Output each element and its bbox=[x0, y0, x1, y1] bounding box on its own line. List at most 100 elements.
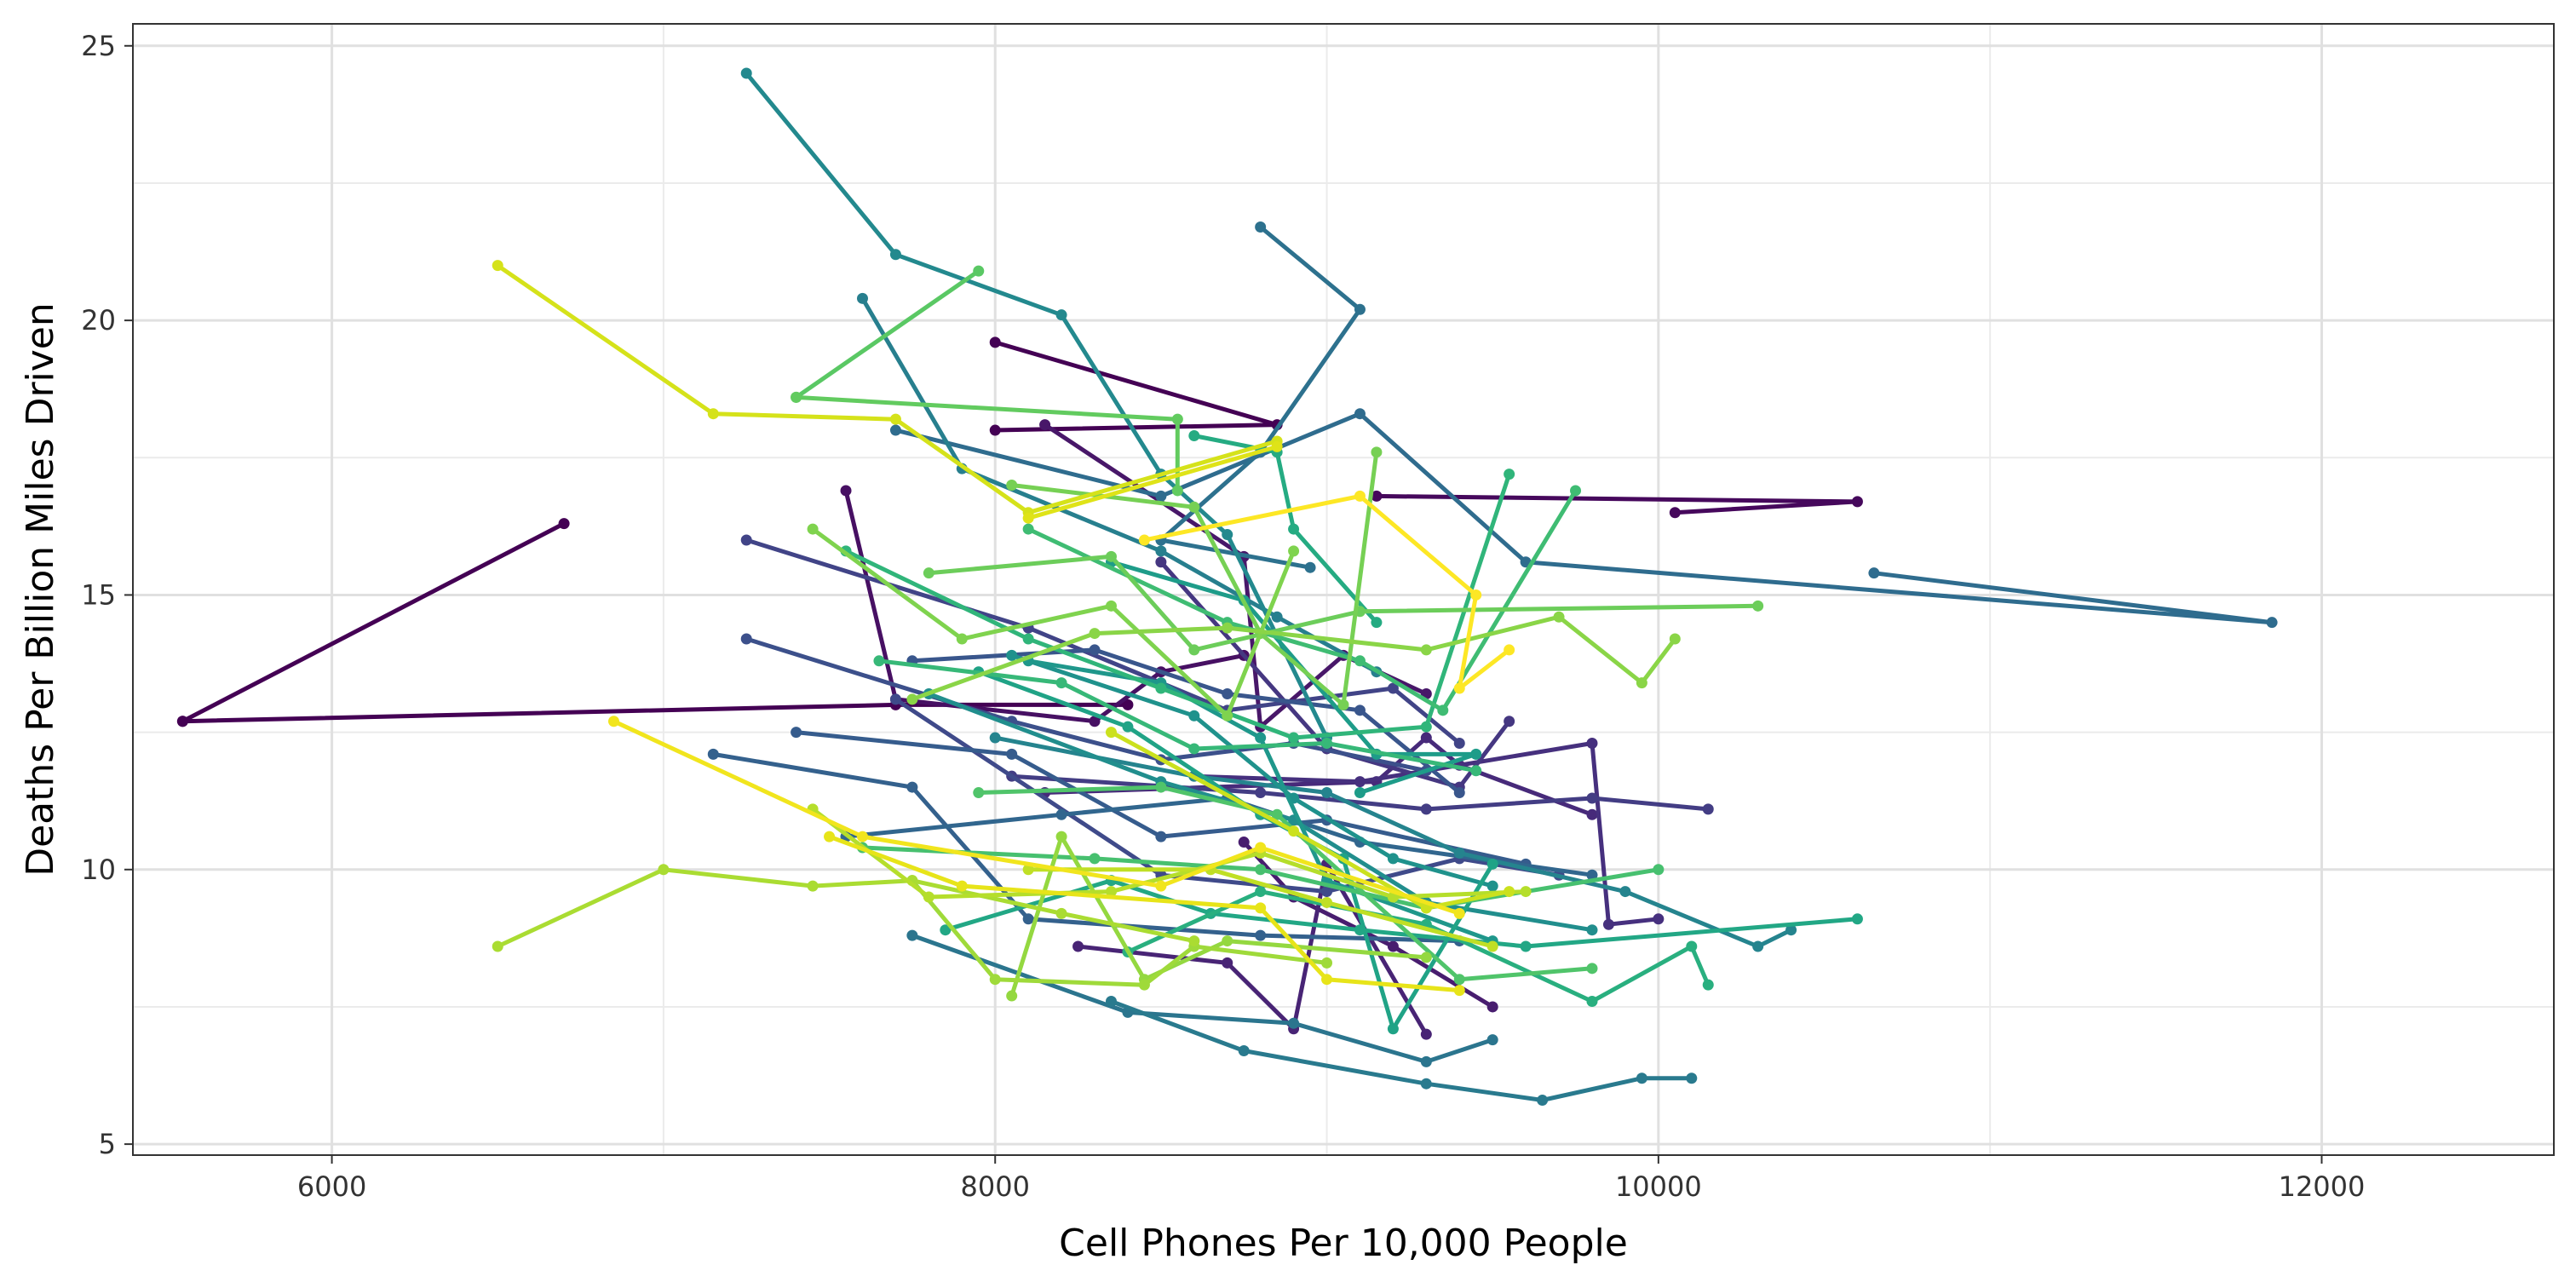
y-axis-title: Deaths Per Billion Miles Driven bbox=[19, 302, 62, 877]
series-line bbox=[1192, 434, 1379, 625]
data-series bbox=[176, 67, 2278, 1107]
data-point bbox=[1271, 440, 1283, 452]
data-point bbox=[1354, 303, 1366, 315]
data-point bbox=[1304, 561, 1316, 573]
data-point bbox=[1255, 787, 1267, 799]
series-group bbox=[973, 781, 1598, 986]
data-point bbox=[1851, 913, 1863, 925]
data-point bbox=[1702, 979, 1714, 991]
series-line bbox=[744, 71, 1329, 740]
data-point bbox=[807, 523, 819, 535]
data-point bbox=[940, 924, 952, 936]
data-point bbox=[1188, 710, 1200, 722]
data-point bbox=[1586, 808, 1598, 820]
data-point bbox=[956, 880, 968, 892]
series-group bbox=[824, 831, 1465, 997]
plot-panel-border bbox=[132, 23, 2555, 1156]
data-point bbox=[1138, 534, 1150, 546]
data-point bbox=[1669, 507, 1681, 519]
data-point bbox=[923, 891, 934, 903]
series-line bbox=[943, 878, 1860, 949]
data-point bbox=[1155, 831, 1167, 842]
y-tick-label: 20 bbox=[81, 304, 116, 336]
data-point bbox=[1851, 496, 1863, 508]
data-point bbox=[1288, 732, 1300, 744]
data-point bbox=[176, 716, 188, 727]
data-point bbox=[1222, 622, 1233, 634]
data-point bbox=[1420, 732, 1432, 744]
series-line bbox=[1125, 889, 1711, 1003]
data-point bbox=[1222, 687, 1233, 699]
series-group bbox=[176, 518, 570, 727]
series-line bbox=[810, 807, 1528, 900]
data-point bbox=[1238, 837, 1250, 848]
data-point bbox=[1105, 727, 1117, 739]
data-point bbox=[1188, 743, 1200, 755]
data-point bbox=[1171, 485, 1183, 497]
data-point bbox=[1288, 545, 1300, 557]
data-point bbox=[1686, 940, 1698, 952]
data-point bbox=[1586, 792, 1598, 804]
axes: 6000 8000 10000 12000 5 10 15 20 25 bbox=[81, 30, 2365, 1203]
data-point bbox=[1453, 787, 1465, 799]
data-point bbox=[973, 265, 985, 277]
data-point bbox=[791, 727, 802, 739]
y-tick-label: 5 bbox=[99, 1128, 116, 1160]
data-point bbox=[1155, 781, 1167, 793]
data-point bbox=[1504, 886, 1515, 898]
data-point bbox=[1420, 1028, 1432, 1040]
data-point bbox=[1321, 787, 1333, 799]
data-point bbox=[1354, 924, 1366, 936]
data-point bbox=[1371, 446, 1383, 458]
data-point bbox=[1089, 716, 1101, 727]
data-point bbox=[1453, 847, 1465, 859]
data-point bbox=[1420, 1055, 1432, 1067]
data-point bbox=[1022, 913, 1034, 925]
data-point bbox=[1470, 765, 1482, 777]
data-point bbox=[906, 693, 918, 705]
data-point bbox=[956, 633, 968, 645]
data-point bbox=[1188, 501, 1200, 513]
data-point bbox=[1105, 600, 1117, 612]
series-group bbox=[791, 391, 1183, 497]
data-point bbox=[1105, 550, 1117, 562]
data-point bbox=[1619, 886, 1631, 898]
data-point bbox=[824, 831, 836, 842]
data-point bbox=[1222, 935, 1233, 947]
data-point bbox=[1420, 1078, 1432, 1090]
data-point bbox=[791, 391, 802, 403]
data-point bbox=[1520, 940, 1532, 952]
data-point bbox=[1055, 309, 1067, 321]
y-tick-label: 10 bbox=[81, 854, 116, 886]
data-point bbox=[889, 413, 901, 425]
data-point bbox=[1354, 408, 1366, 420]
series-group bbox=[807, 523, 1300, 722]
data-point bbox=[1453, 907, 1465, 919]
data-point bbox=[989, 424, 1001, 436]
data-point bbox=[1785, 924, 1797, 936]
data-point bbox=[1022, 523, 1034, 535]
data-point bbox=[1504, 644, 1515, 656]
series-line bbox=[495, 867, 1197, 949]
series-group bbox=[608, 716, 1465, 919]
data-point bbox=[1504, 469, 1515, 480]
data-point bbox=[1006, 480, 1018, 492]
data-point bbox=[1006, 649, 1018, 661]
data-point bbox=[1055, 677, 1067, 689]
data-point bbox=[492, 260, 503, 272]
y-tick-label: 25 bbox=[81, 30, 116, 62]
data-point bbox=[1636, 677, 1647, 689]
data-point bbox=[1138, 979, 1150, 991]
data-point bbox=[1321, 974, 1333, 986]
data-point bbox=[1105, 995, 1117, 1007]
data-point bbox=[1653, 913, 1665, 925]
data-point bbox=[1288, 523, 1300, 535]
data-point bbox=[989, 336, 1001, 348]
data-point bbox=[1271, 808, 1283, 820]
data-point bbox=[807, 880, 819, 892]
data-point bbox=[1486, 880, 1498, 892]
data-point bbox=[1089, 644, 1101, 656]
data-point bbox=[1570, 485, 1582, 497]
series-group bbox=[856, 842, 1665, 914]
